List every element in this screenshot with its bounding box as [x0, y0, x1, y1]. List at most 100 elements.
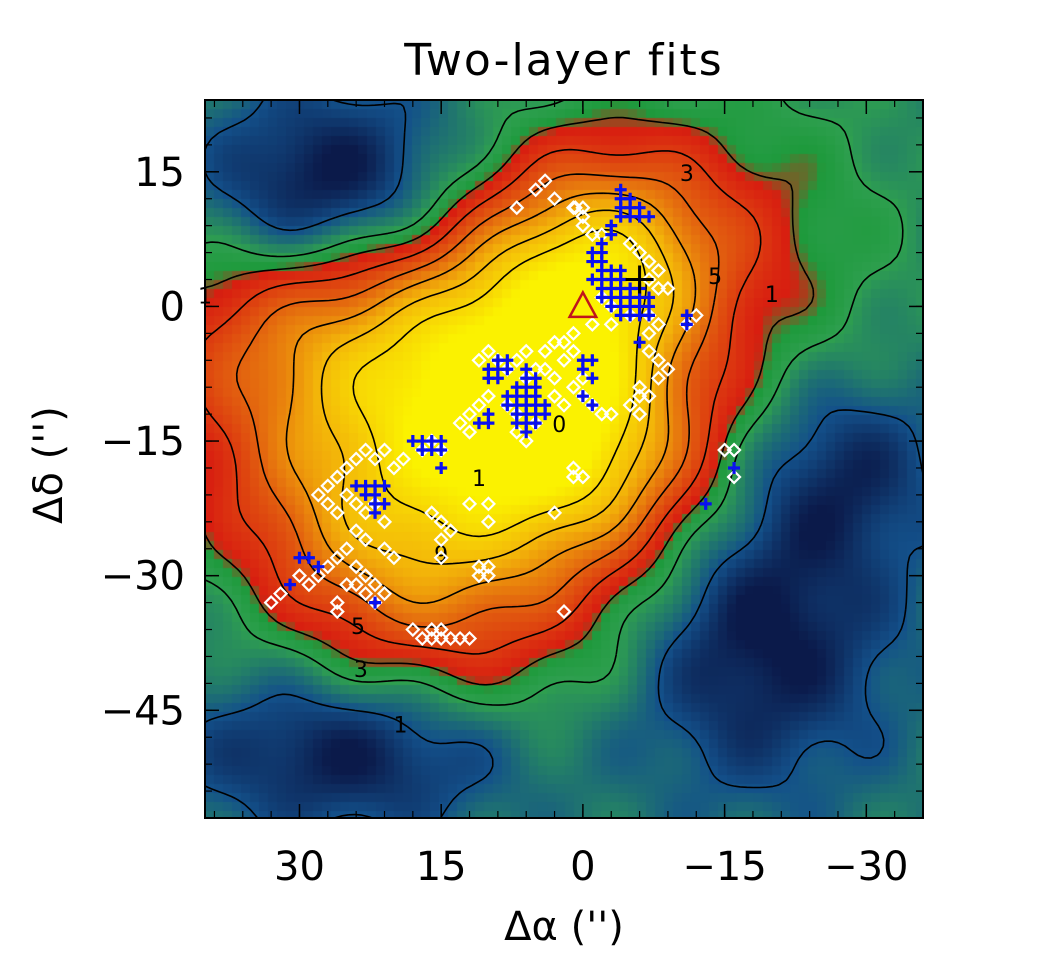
diamond-marker — [565, 469, 582, 485]
plus-marker — [586, 354, 599, 367]
y-tick-label: 0 — [160, 284, 185, 330]
diamond-marker — [348, 559, 364, 575]
x-tick-label: 0 — [570, 844, 595, 890]
plus-marker — [605, 228, 618, 241]
diamond-marker — [632, 406, 648, 422]
reference-cross-marker — [625, 265, 654, 294]
diamond-marker — [443, 523, 459, 539]
x-tick-label: 30 — [274, 844, 325, 890]
diamond-marker — [556, 604, 572, 620]
contour-line — [320, 209, 675, 565]
triangle-marker — [567, 289, 599, 319]
heatmap-layer — [205, 100, 923, 818]
diamond-marker — [660, 280, 676, 297]
contour-label: 5 — [708, 265, 722, 290]
diamond-marker — [358, 505, 374, 521]
plus-marker — [501, 363, 514, 376]
diamond-marker — [376, 586, 393, 602]
diamond-marker — [632, 245, 648, 261]
plus-marker — [586, 273, 599, 286]
intensity-map — [205, 100, 923, 818]
contour-label: 3 — [354, 658, 368, 683]
diamond-marker — [509, 352, 525, 368]
diamond-marker — [565, 379, 582, 395]
contour-label: 3 — [680, 162, 694, 187]
diamond-marker — [329, 595, 345, 611]
diamond-marker — [584, 316, 600, 332]
diamond-marker — [537, 343, 553, 359]
diamond-marker — [575, 209, 591, 225]
diamond-marker — [367, 451, 383, 467]
plus-marker — [624, 210, 637, 223]
diamond-marker — [528, 182, 544, 198]
diamond-marker — [433, 550, 449, 566]
diamond-marker — [433, 621, 449, 638]
contour-label: 1 — [472, 467, 486, 492]
plus-marker — [284, 578, 297, 591]
diamond-marker — [291, 568, 308, 584]
diamond-marker — [641, 325, 657, 341]
plus-marker — [378, 479, 391, 492]
diamond-marker — [565, 325, 582, 341]
plus-marker — [520, 426, 533, 439]
plus-marker — [586, 372, 599, 385]
y-tick-label: −15 — [101, 419, 185, 465]
contour-line — [205, 100, 923, 818]
diamond-marker — [688, 307, 704, 323]
diamond-marker — [480, 388, 496, 404]
contour-label: 5 — [351, 615, 365, 640]
diamond-marker — [622, 236, 638, 252]
diamond-marker — [641, 271, 657, 288]
plus-marker — [539, 408, 552, 421]
plus-marker — [614, 201, 627, 214]
contour-label: 1 — [765, 283, 779, 308]
plus-marker — [312, 560, 325, 573]
diamond-marker — [367, 577, 383, 593]
plus-marker — [482, 363, 495, 376]
diamond-marker — [310, 568, 326, 584]
plus-marker — [416, 444, 429, 457]
x-tick-label: −30 — [824, 844, 908, 890]
diamond-marker — [660, 361, 676, 377]
diamond-marker — [641, 343, 657, 359]
diamond-marker — [480, 568, 496, 584]
plus-marker — [369, 596, 382, 609]
diamond-marker — [471, 352, 487, 368]
diamond-marker — [567, 200, 583, 216]
diamond-marker — [509, 424, 525, 440]
plus-marker — [643, 210, 656, 223]
diamond-marker — [650, 262, 667, 279]
x-tick-label: −15 — [682, 844, 766, 890]
diamond-marker — [329, 469, 345, 485]
diamond-marker — [358, 442, 374, 458]
diamond-marker — [405, 621, 421, 638]
diamond-marker — [376, 514, 393, 530]
diamond-marker — [329, 604, 345, 620]
x-axis-label: Δα ('') — [504, 904, 624, 950]
diamond-marker — [480, 514, 496, 530]
plus-marker — [435, 444, 448, 457]
diamond-marker — [452, 415, 468, 431]
diamond-marker — [348, 451, 364, 467]
diamond-marker — [603, 406, 619, 422]
diamond-marker — [622, 397, 638, 413]
diamond-marker — [329, 550, 345, 566]
diamond-marker — [310, 487, 326, 503]
contour-line — [285, 192, 697, 604]
contour-line — [205, 100, 904, 706]
diamond-marker — [518, 343, 534, 359]
diamond-marker — [556, 397, 572, 413]
plus-marker — [529, 417, 542, 430]
diamond-marker — [461, 406, 478, 422]
diamond-marker — [726, 442, 742, 458]
diamond-marker — [650, 352, 667, 368]
diamond-marker — [518, 433, 534, 449]
diamond-marker — [386, 550, 402, 566]
diamond-marker — [348, 496, 364, 512]
diamond-marker — [461, 496, 478, 512]
diamond-marker — [509, 200, 525, 216]
diamond-marker — [358, 586, 374, 602]
diamond-marker — [320, 559, 336, 575]
